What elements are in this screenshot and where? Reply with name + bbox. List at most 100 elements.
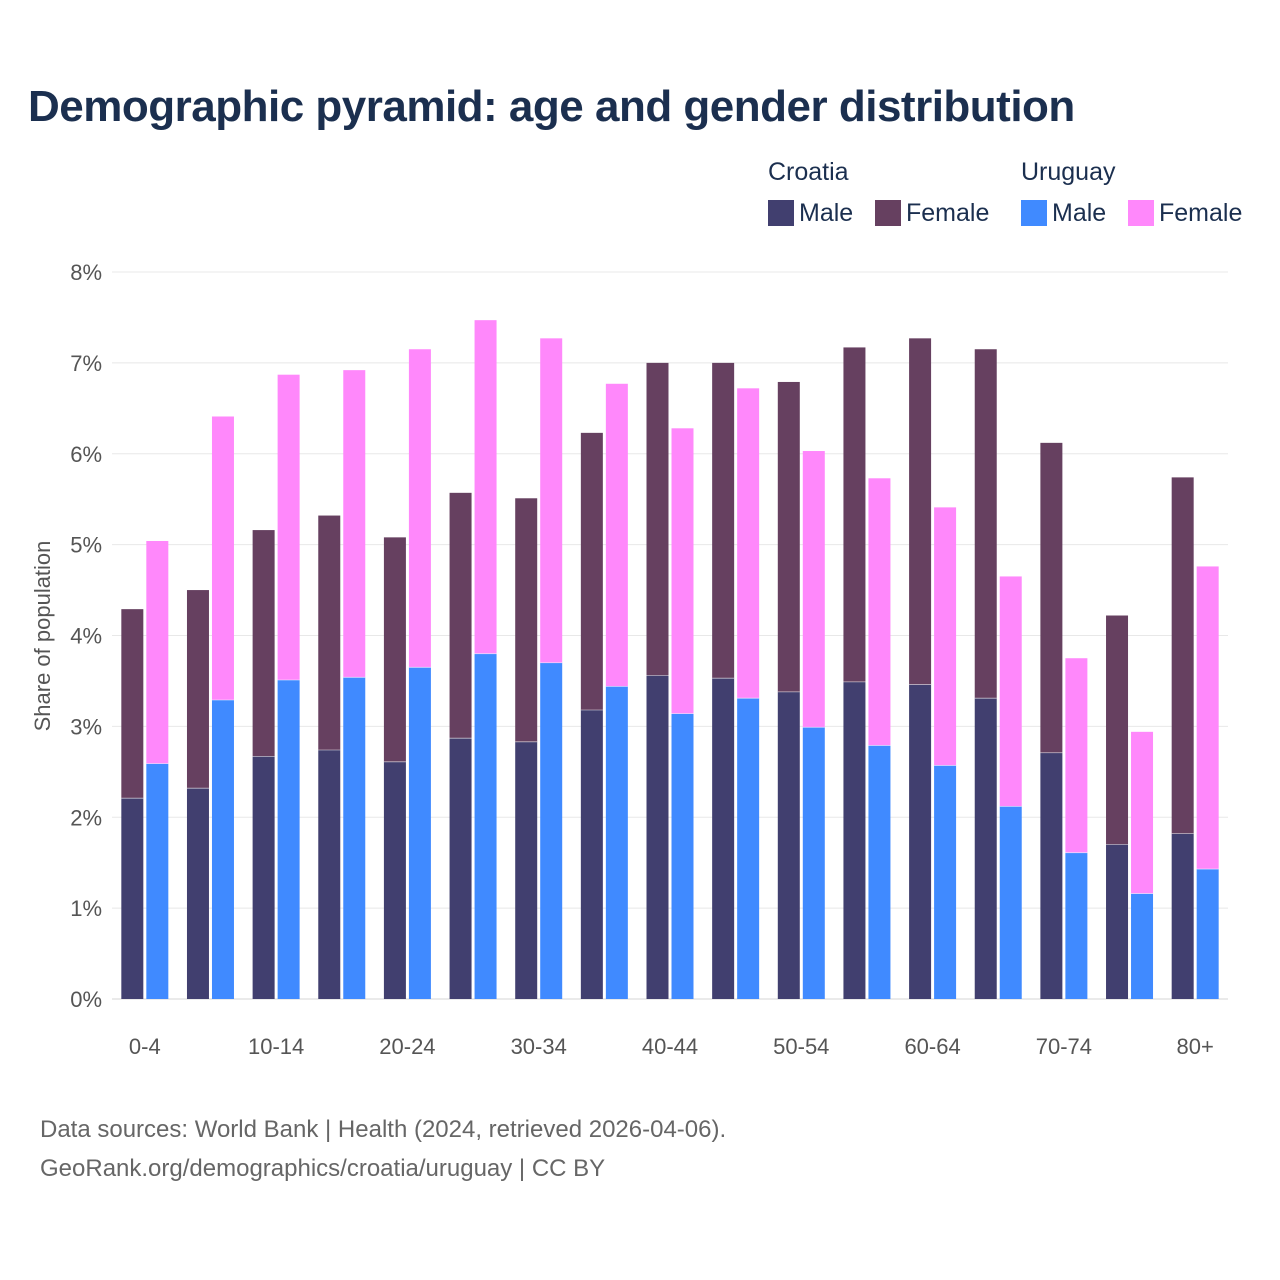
bar-uruguay-female-20-24 <box>408 349 431 668</box>
bar-croatia-female-10-14 <box>252 530 275 757</box>
bar-croatia-male-50-54 <box>777 691 800 999</box>
chart-title: Demographic pyramid: age and gender dist… <box>28 82 1075 131</box>
x-tick-label: 40-44 <box>642 1034 698 1059</box>
bar-croatia-male-65-69 <box>974 698 997 999</box>
bar-uruguay-male-15-19 <box>343 677 366 999</box>
bar-uruguay-female-30-34 <box>540 338 563 663</box>
bar-uruguay-female-15-19 <box>343 370 366 678</box>
bar-uruguay-male-30-34 <box>540 662 563 999</box>
bar-croatia-male-25-29 <box>449 738 472 999</box>
legend-item-croatia-male[interactable]: Male <box>768 198 853 228</box>
y-tick-label: 2% <box>70 805 102 830</box>
bar-uruguay-male-45-49 <box>737 698 760 999</box>
bar-uruguay-female-65-69 <box>999 576 1022 807</box>
legend-swatch-croatia-female <box>875 200 901 226</box>
bar-croatia-female-25-29 <box>449 492 472 739</box>
bar-uruguay-male-0-4 <box>146 763 169 999</box>
bar-croatia-female-45-49 <box>712 362 735 679</box>
bar-croatia-male-80+ <box>1171 833 1194 999</box>
x-tick-label: 80+ <box>1177 1034 1214 1059</box>
y-tick-label: 4% <box>70 624 102 649</box>
bar-croatia-male-75-79 <box>1106 844 1129 999</box>
bar-croatia-female-70-74 <box>1040 442 1063 753</box>
bar-uruguay-male-5-9 <box>211 700 234 999</box>
x-tick-label: 30-34 <box>511 1034 567 1059</box>
bar-uruguay-male-20-24 <box>408 667 431 999</box>
bar-uruguay-male-75-79 <box>1131 893 1154 999</box>
y-tick-label: 1% <box>70 896 102 921</box>
legend-item-uruguay-male[interactable]: Male <box>1021 198 1106 228</box>
bar-uruguay-male-70-74 <box>1065 852 1088 999</box>
bar-uruguay-male-50-54 <box>802 727 825 999</box>
bar-uruguay-male-10-14 <box>277 680 300 999</box>
bar-croatia-female-15-19 <box>318 515 341 751</box>
bar-uruguay-female-10-14 <box>277 374 300 681</box>
bar-uruguay-female-55-59 <box>868 478 891 746</box>
bar-uruguay-female-45-49 <box>737 388 760 699</box>
bar-uruguay-male-65-69 <box>999 806 1022 999</box>
legend-group-uruguay: Uruguay <box>1021 158 1116 186</box>
y-tick-label: 7% <box>70 351 102 376</box>
legend-swatch-uruguay-male <box>1021 200 1047 226</box>
bar-croatia-male-5-9 <box>186 788 209 999</box>
y-axis-title: Share of population <box>30 541 55 732</box>
bar-croatia-male-60-64 <box>909 684 932 999</box>
bar-uruguay-female-0-4 <box>146 540 169 764</box>
legend-label-uruguay-female: Female <box>1159 198 1243 227</box>
bar-croatia-female-40-44 <box>646 362 669 676</box>
legend-label-croatia-female: Female <box>906 198 990 227</box>
x-tick-label: 0-4 <box>129 1034 161 1059</box>
bar-uruguay-male-35-39 <box>605 686 628 999</box>
bar-uruguay-male-25-29 <box>474 653 497 999</box>
bar-uruguay-female-70-74 <box>1065 658 1088 853</box>
bar-uruguay-female-35-39 <box>605 383 628 687</box>
x-tick-label: 70-74 <box>1036 1034 1092 1059</box>
legend-label-croatia-male: Male <box>799 198 854 227</box>
bar-croatia-female-75-79 <box>1106 615 1129 845</box>
bar-croatia-male-70-74 <box>1040 752 1063 999</box>
bar-uruguay-male-55-59 <box>868 745 891 999</box>
bar-uruguay-male-40-44 <box>671 713 694 999</box>
x-tick-label: 10-14 <box>248 1034 304 1059</box>
legend-item-croatia-female[interactable]: Female <box>875 198 989 228</box>
bar-croatia-female-0-4 <box>121 609 144 799</box>
x-tick-label: 20-24 <box>379 1034 435 1059</box>
bar-uruguay-male-80+ <box>1196 869 1219 999</box>
bar-uruguay-female-75-79 <box>1131 731 1154 894</box>
footer-credit[interactable]: GeoRank.org/demographics/croatia/uruguay… <box>40 1155 606 1182</box>
y-tick-label: 0% <box>70 987 102 1012</box>
bar-croatia-female-50-54 <box>777 381 800 692</box>
legend-swatch-uruguay-female <box>1128 200 1154 226</box>
x-tick-label: 60-64 <box>904 1034 960 1059</box>
bar-croatia-female-5-9 <box>186 590 209 789</box>
bar-croatia-male-0-4 <box>121 798 144 999</box>
bar-uruguay-female-60-64 <box>934 507 957 766</box>
y-tick-label: 5% <box>70 533 102 558</box>
bar-uruguay-male-60-64 <box>934 765 957 999</box>
bar-croatia-female-80+ <box>1171 477 1194 834</box>
legend-label-uruguay-male: Male <box>1052 198 1107 227</box>
y-tick-label: 3% <box>70 714 102 739</box>
bar-croatia-female-65-69 <box>974 349 997 699</box>
bar-croatia-female-55-59 <box>843 347 866 682</box>
bar-croatia-male-15-19 <box>318 750 341 999</box>
bar-croatia-female-30-34 <box>515 498 538 742</box>
bar-uruguay-female-5-9 <box>211 416 234 701</box>
bar-croatia-female-35-39 <box>580 432 603 711</box>
legend-swatch-croatia-male <box>768 200 794 226</box>
footer-source: Data sources: World Bank | Health (2024,… <box>40 1116 727 1143</box>
bar-croatia-male-35-39 <box>580 710 603 999</box>
bar-croatia-female-60-64 <box>909 338 932 685</box>
bar-croatia-male-55-59 <box>843 681 866 999</box>
legend-item-uruguay-female[interactable]: Female <box>1128 198 1242 228</box>
bar-croatia-male-30-34 <box>515 741 538 999</box>
bar-uruguay-female-50-54 <box>802 451 825 728</box>
legend-group-croatia: Croatia <box>768 158 849 186</box>
bar-uruguay-female-25-29 <box>474 320 497 654</box>
x-tick-label: 50-54 <box>773 1034 829 1059</box>
bar-croatia-male-10-14 <box>252 756 275 999</box>
bar-uruguay-female-40-44 <box>671 428 694 714</box>
bar-croatia-female-20-24 <box>383 537 406 762</box>
bar-croatia-male-20-24 <box>383 761 406 999</box>
